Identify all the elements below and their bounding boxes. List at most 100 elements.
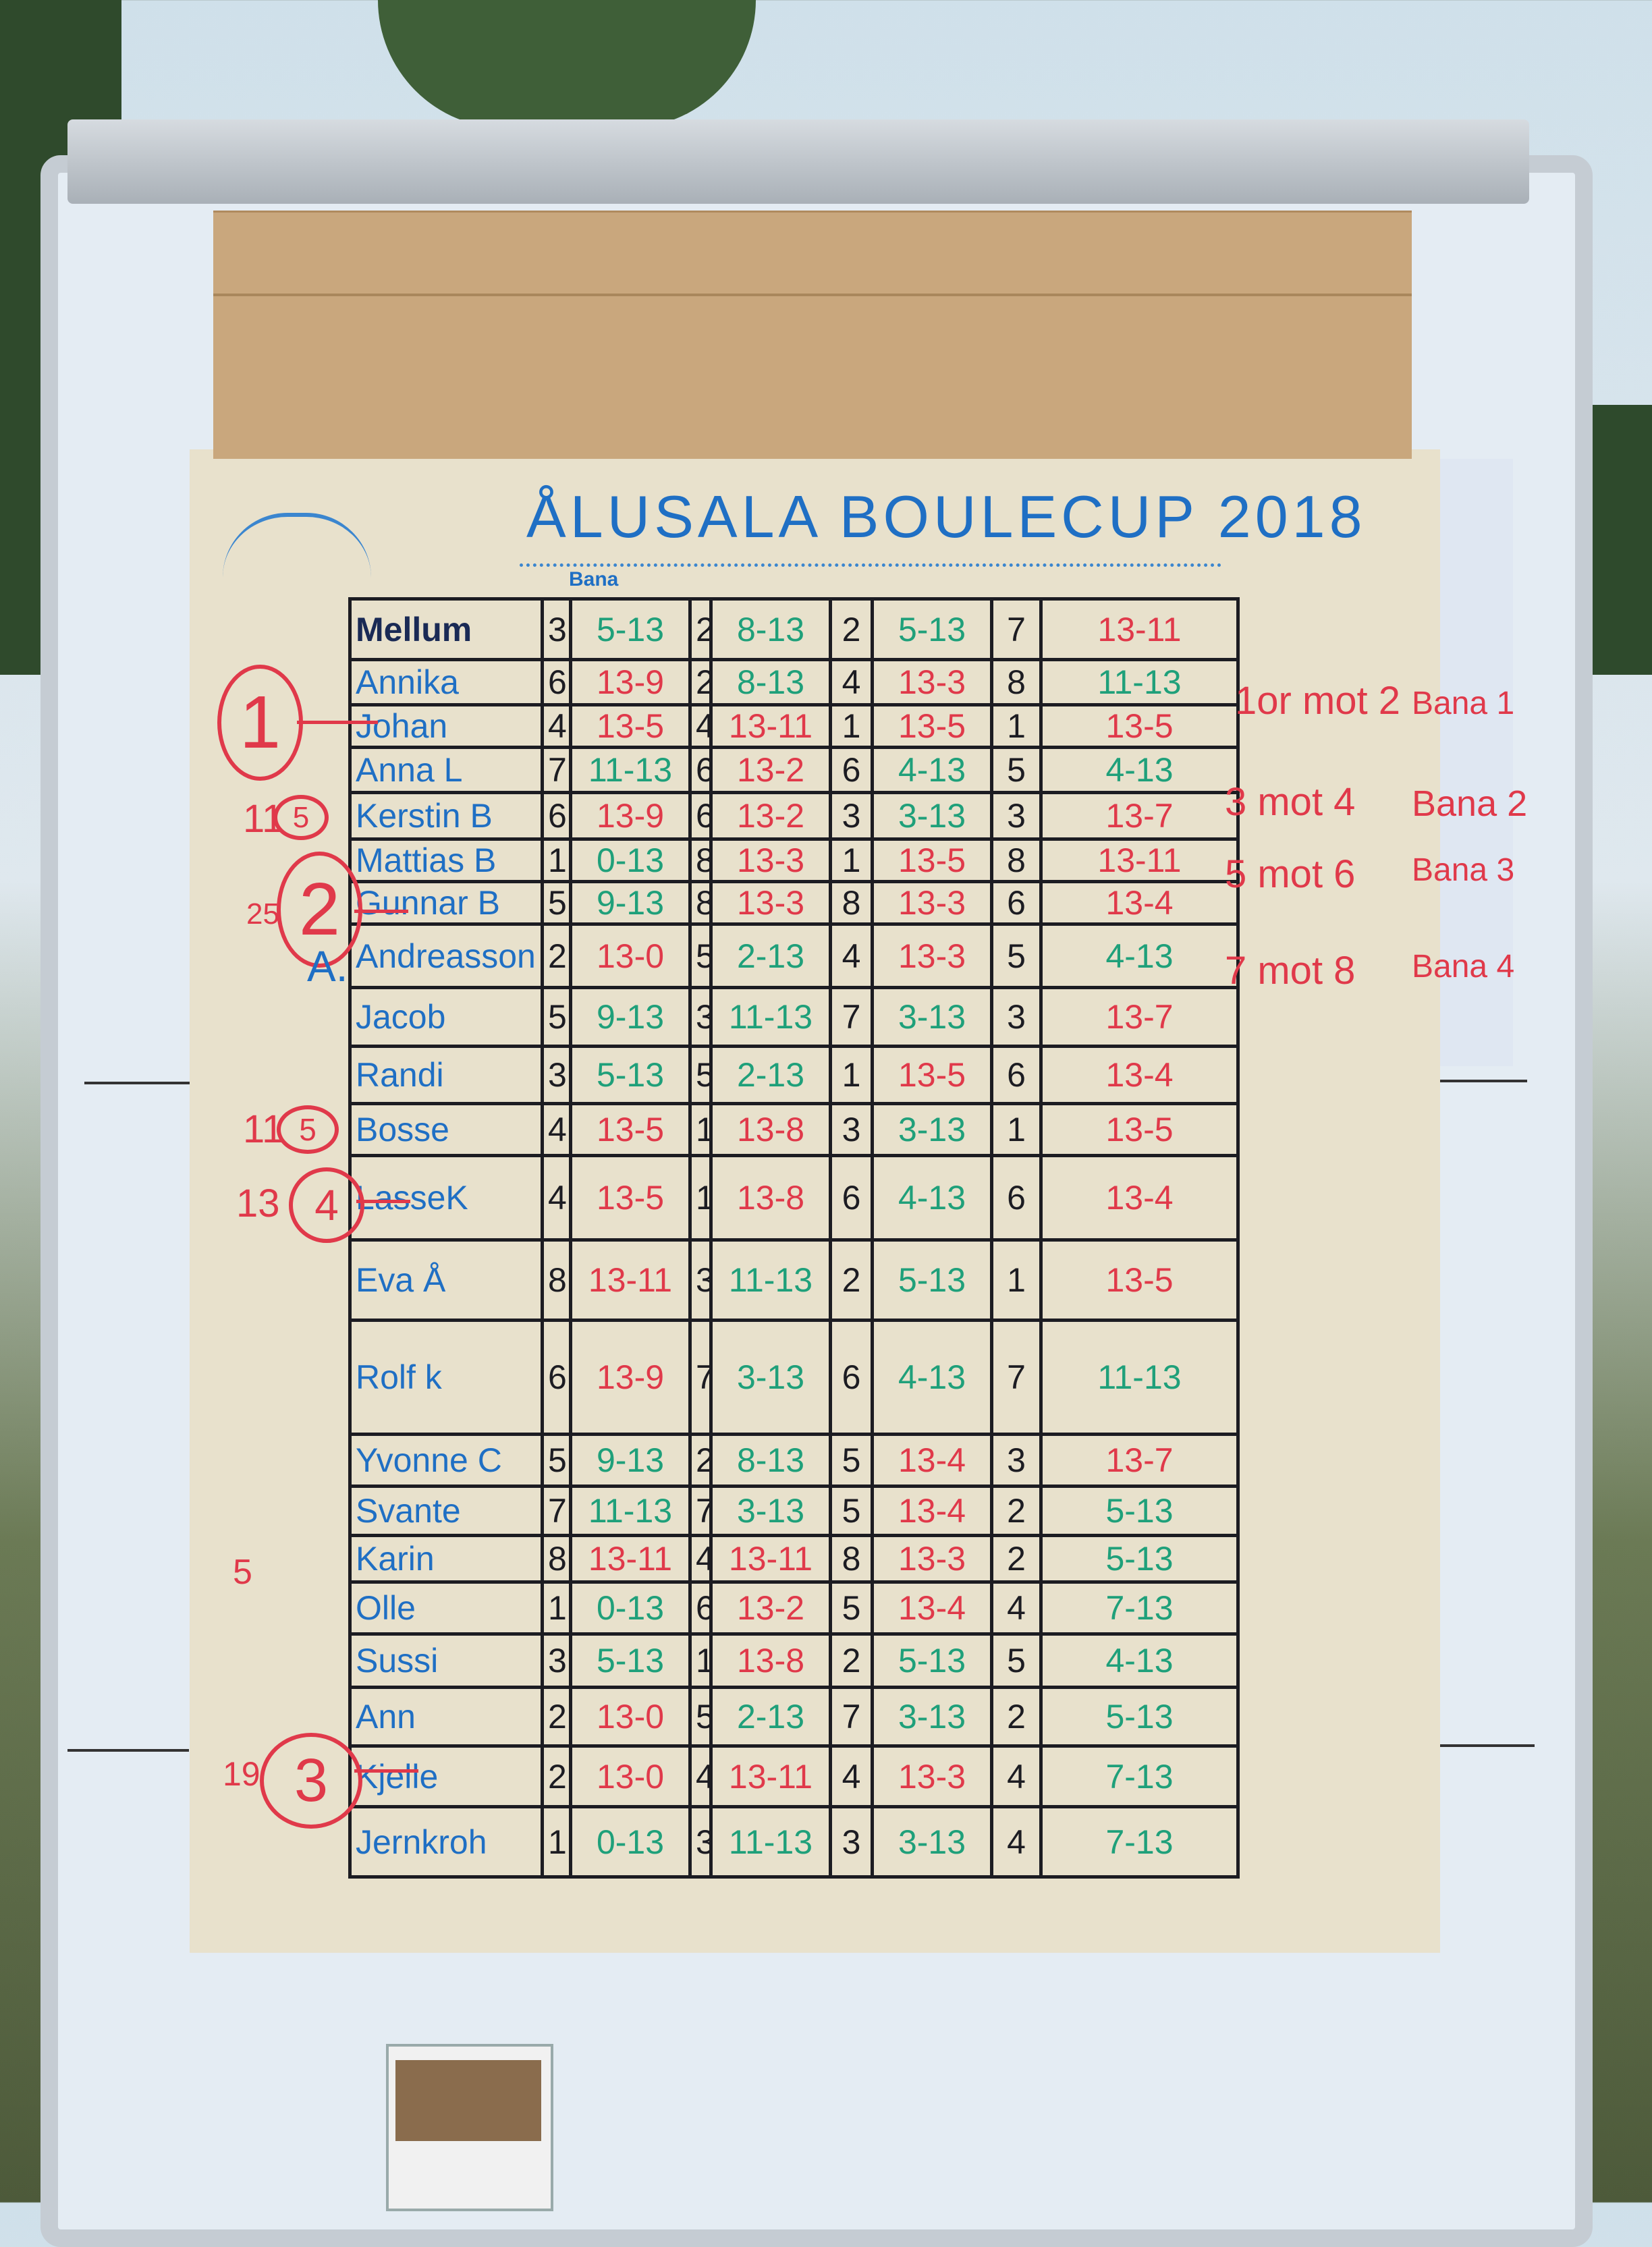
game-score: 13-9 [569,1319,692,1436]
game-score: 8-13 [709,658,832,706]
court-number: 2 [541,1686,572,1748]
game-score: 13-9 [569,658,692,706]
player-name: Annika [348,658,544,706]
game-score: 13-3 [709,837,832,883]
game-score: 5-13 [1039,1534,1240,1584]
court-number: 1 [829,703,874,749]
court-number: 4 [541,1102,572,1157]
pairing-court: Bana 4 [1412,949,1515,984]
game-score: 13-5 [569,703,692,749]
score-table: Mellum35-1328-1325-13713-11Annika613-928… [348,597,1240,1879]
points-note: 25 [246,897,279,931]
game-score: 13-11 [569,1238,692,1322]
page-title: ÅLUSALA BOULECUP 2018 [526,483,1367,550]
court-number: 1 [541,1805,572,1879]
player-name: Gunnar B [348,880,544,926]
game-score: 5-13 [871,1238,993,1322]
player-name: Anna L [348,746,544,794]
game-score: 11-13 [569,1485,692,1537]
game-score: 11-13 [1039,1319,1240,1436]
game-score: 11-13 [709,1238,832,1322]
court-number: 8 [829,880,874,926]
court-number: 3 [990,791,1043,841]
court-number: 6 [990,880,1043,926]
court-number: 4 [688,703,713,749]
game-score: 3-13 [871,986,993,1048]
court-number: 7 [990,1319,1043,1436]
wave-drawing [520,550,1221,567]
court-number: 4 [688,1744,713,1808]
game-score: 13-7 [1039,986,1240,1048]
game-score: 13-11 [1039,837,1240,883]
player-name: Johan [348,703,544,749]
game-score: 5-13 [1039,1485,1240,1537]
game-score: 13-3 [871,1534,993,1584]
game-score: 13-5 [569,1102,692,1157]
game-score: 13-3 [871,880,993,926]
court-number: 7 [829,986,874,1048]
arrow-icon [354,910,408,913]
game-score: 13-9 [569,791,692,841]
pairing-court: Bana 3 [1412,852,1515,888]
game-score: 13-8 [709,1154,832,1242]
court-number: 5 [688,1045,713,1105]
arrow-icon [354,1769,418,1773]
game-score: 5-13 [569,1632,692,1689]
game-score: 9-13 [569,1433,692,1488]
pairing-match: 3 mot 4 [1225,780,1356,824]
game-score: 9-13 [569,880,692,926]
game-score: 13-11 [709,1534,832,1584]
court-number: 6 [688,1580,713,1636]
trees [378,0,756,128]
rank-circle: 4 [289,1167,364,1243]
game-score: 13-4 [871,1580,993,1636]
game-score: 0-13 [569,1805,692,1879]
court-number: 6 [541,791,572,841]
court-number: 2 [829,1632,874,1689]
game-score: 4-13 [1039,1632,1240,1689]
game-score: 4-13 [871,1319,993,1436]
bana-label: Bana [569,568,619,590]
player-name: Karin [348,1534,544,1584]
game-score: 0-13 [569,837,692,883]
game-score: 13-5 [871,703,993,749]
court-number: 3 [541,1045,572,1105]
pairing-match: 1or mot 2 [1235,679,1400,723]
player-name: Rolf k [348,1319,544,1436]
court-number: 3 [541,1632,572,1689]
court-number: 1 [688,1102,713,1157]
court-number: 8 [688,837,713,883]
court-number: 4 [688,1534,713,1584]
game-score: 5-13 [1039,1686,1240,1748]
court-number: 4 [990,1744,1043,1808]
game-score: 3-13 [871,1102,993,1157]
rank-circle: 3 [260,1733,362,1829]
pairing-match: 7 mot 8 [1225,949,1356,993]
court-number: 8 [990,658,1043,706]
player-name: Jacob [348,986,544,1048]
court-number: 7 [541,746,572,794]
whiteboard-rail [67,119,1529,204]
court-number: 5 [990,1632,1043,1689]
game-score: 3-13 [709,1319,832,1436]
game-score: 13-7 [1039,1433,1240,1488]
court-number: 7 [829,1686,874,1748]
points-note: 19 [223,1755,260,1793]
game-score: 13-4 [1039,880,1240,926]
points-note: 13 [236,1182,280,1225]
player-name: Svante [348,1485,544,1537]
court-number: 3 [990,1433,1043,1488]
game-score: 3-13 [871,1686,993,1748]
player-name: Eva Å [348,1238,544,1322]
game-score: 13-11 [1039,597,1240,661]
game-score: 11-13 [1039,658,1240,706]
court-number: 2 [541,922,572,989]
court-number: 3 [829,791,874,841]
court-number: 4 [829,658,874,706]
